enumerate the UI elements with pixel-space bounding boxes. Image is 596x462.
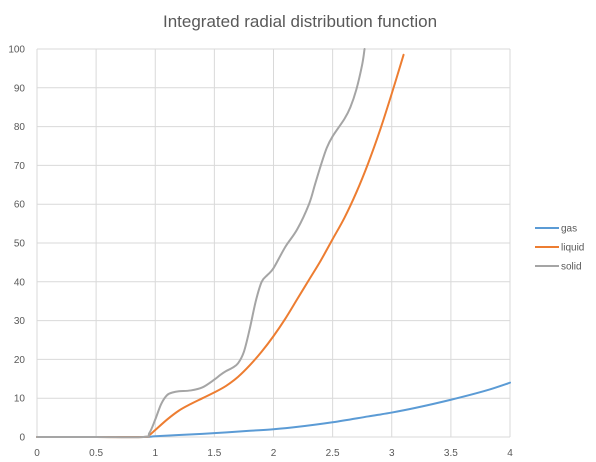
x-tick-label-6: 3 <box>389 448 395 459</box>
y-tick-label-5: 50 <box>14 239 26 250</box>
x-tick-label-7: 3.5 <box>444 448 458 459</box>
series-line-gas <box>36 381 511 439</box>
legend: gas liquid solid <box>535 224 584 273</box>
x-tick-label-0: 0 <box>34 448 40 459</box>
y-tick-label-4: 40 <box>14 277 26 288</box>
series-line-liquid <box>36 53 405 439</box>
x-tick-label-3: 1.5 <box>207 448 221 459</box>
y-tick-label-10: 100 <box>8 45 25 56</box>
y-tick-label-2: 20 <box>14 355 26 366</box>
series-lines <box>36 48 511 439</box>
axis-tick-labels: 0 10 20 30 40 50 60 70 80 90 100 0 0.5 1 1.5 2 2.5 3 3.5 4 <box>8 45 513 460</box>
y-tick-label-6: 60 <box>14 200 26 211</box>
legend-label-solid: solid <box>561 262 582 273</box>
chart-title: Integrated radial distribution function <box>163 12 437 31</box>
legend-label-gas: gas <box>561 224 577 235</box>
y-tick-label-8: 80 <box>14 122 26 133</box>
gridlines <box>36 48 511 438</box>
legend-label-liquid: liquid <box>561 243 584 254</box>
y-tick-label-1: 10 <box>14 394 26 405</box>
x-tick-label-2: 1 <box>152 448 158 459</box>
x-tick-label-8: 4 <box>507 448 513 459</box>
y-tick-label-9: 90 <box>14 83 26 94</box>
y-tick-label-0: 0 <box>19 433 25 444</box>
x-tick-label-4: 2 <box>271 448 277 459</box>
x-tick-label-5: 2.5 <box>326 448 340 459</box>
x-tick-label-1: 0.5 <box>89 448 103 459</box>
y-tick-label-7: 70 <box>14 161 26 172</box>
series-line-solid <box>36 48 366 439</box>
y-tick-label-3: 30 <box>14 316 26 327</box>
